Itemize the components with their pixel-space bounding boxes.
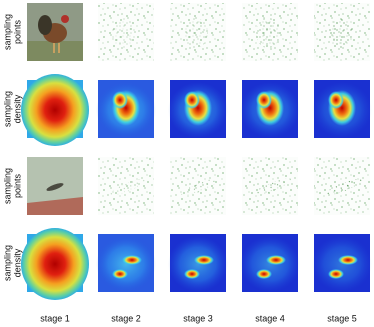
tile: [21, 228, 89, 300]
density-blob: [266, 255, 286, 265]
column-label: stage 1: [40, 313, 70, 323]
rooster-tail: [38, 15, 52, 35]
tile: [240, 234, 300, 292]
photo-stripe: [27, 197, 83, 215]
column-label: stage 4: [255, 313, 285, 323]
tile: [170, 3, 226, 61]
density-blob: [256, 91, 272, 109]
tile: [312, 234, 372, 292]
tile: [314, 3, 370, 61]
tile: [98, 3, 154, 61]
density-blob: [112, 91, 128, 109]
row-label: sampling: [2, 14, 12, 50]
tile: [312, 80, 372, 138]
density-blob: [328, 269, 344, 279]
tile: [27, 157, 83, 215]
tile: [168, 234, 228, 292]
density-blob: [122, 255, 142, 265]
points-dense: [256, 18, 280, 48]
density-blob: [21, 74, 89, 146]
tile: [168, 80, 228, 138]
points-dense: [181, 178, 219, 196]
column-label: stage 2: [111, 313, 141, 323]
density-blob: [328, 91, 344, 109]
bird: [46, 183, 64, 191]
row-label: sampling: [2, 168, 12, 204]
tile: [314, 157, 370, 215]
points-dense: [328, 18, 352, 48]
points-dense: [184, 18, 208, 48]
points-dense: [325, 178, 363, 196]
points-dense: [109, 178, 147, 196]
row-label: density: [12, 94, 22, 123]
rooster-leg: [58, 43, 60, 53]
row-label: sampling: [2, 245, 12, 281]
row-label: points: [12, 19, 22, 44]
tile: [98, 157, 154, 215]
row-label: sampling: [2, 91, 12, 127]
density-blob: [184, 269, 200, 279]
rooster-head: [61, 15, 69, 23]
tile: [242, 3, 298, 61]
tile: [96, 234, 156, 292]
tile: [170, 157, 226, 215]
density-blob: [21, 228, 89, 300]
row-label: points: [12, 173, 22, 198]
points-dense: [112, 18, 136, 48]
density-blob: [112, 269, 128, 279]
column-label: stage 5: [327, 313, 357, 323]
tile: [242, 157, 298, 215]
column-label: stage 3: [183, 313, 213, 323]
tile: [27, 3, 83, 61]
row-label: density: [12, 248, 22, 277]
rooster-leg: [53, 43, 55, 53]
tile: [96, 80, 156, 138]
density-blob: [256, 269, 272, 279]
tile: [21, 74, 89, 146]
density-blob: [184, 91, 200, 109]
density-blob: [194, 255, 214, 265]
tile: [240, 80, 300, 138]
density-blob: [338, 255, 358, 265]
points-dense: [253, 178, 291, 196]
